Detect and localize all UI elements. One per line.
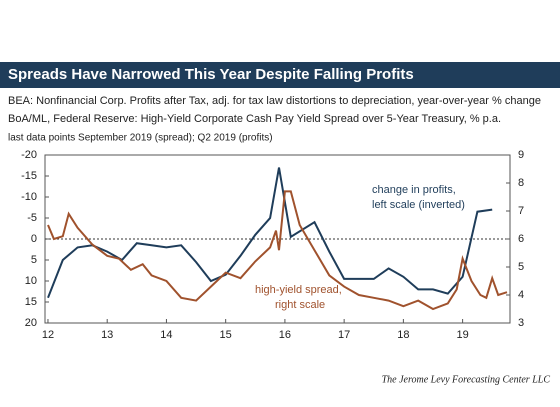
x-tick-label: 15	[220, 329, 232, 341]
y-tick-label: 5	[31, 254, 37, 266]
subtitle: BoA/ML, Federal Reserve: High-Yield Corp…	[8, 113, 501, 125]
y2-tick-label: 6	[518, 233, 524, 245]
y2-tick-label: 3	[518, 317, 524, 329]
annotation: change in profits,	[372, 184, 456, 196]
y-tick-label: -10	[21, 191, 37, 203]
y-tick-label: -20	[21, 149, 37, 161]
y2-tick-label: 7	[518, 205, 524, 217]
y-tick-label: 0	[31, 233, 37, 245]
series-line	[47, 167, 493, 299]
source: The Jerome Levy Forecasting Center LLC	[382, 374, 551, 385]
annotation: left scale (inverted)	[372, 199, 465, 211]
series-line	[47, 190, 508, 311]
x-tick-label: 12	[42, 329, 54, 341]
y2-tick-label: 9	[518, 149, 524, 161]
x-tick-label: 17	[338, 329, 350, 341]
x-tick-label: 13	[101, 329, 113, 341]
y-tick-label: 20	[25, 317, 37, 329]
x-tick-label: 18	[397, 329, 409, 341]
title-bar	[0, 62, 560, 88]
y2-tick-label: 5	[518, 261, 524, 273]
y-tick-label: 10	[25, 275, 37, 287]
annotation: right scale	[275, 299, 325, 311]
x-tick-label: 14	[160, 329, 172, 341]
y-tick-label: -5	[27, 212, 37, 224]
subtitle: last data points September 2019 (spread)…	[8, 133, 273, 144]
x-tick-label: 16	[279, 329, 291, 341]
x-tick-label: 19	[456, 329, 468, 341]
y-tick-label: 15	[25, 296, 37, 308]
annotation: high-yield spread,	[255, 284, 342, 296]
subtitle: BEA: Nonfinancial Corp. Profits after Ta…	[8, 95, 541, 107]
y-tick-label: -15	[21, 170, 37, 182]
y2-tick-label: 4	[518, 289, 524, 301]
y2-tick-label: 8	[518, 177, 524, 189]
chart-title: Spreads Have Narrowed This Year Despite …	[8, 66, 414, 83]
